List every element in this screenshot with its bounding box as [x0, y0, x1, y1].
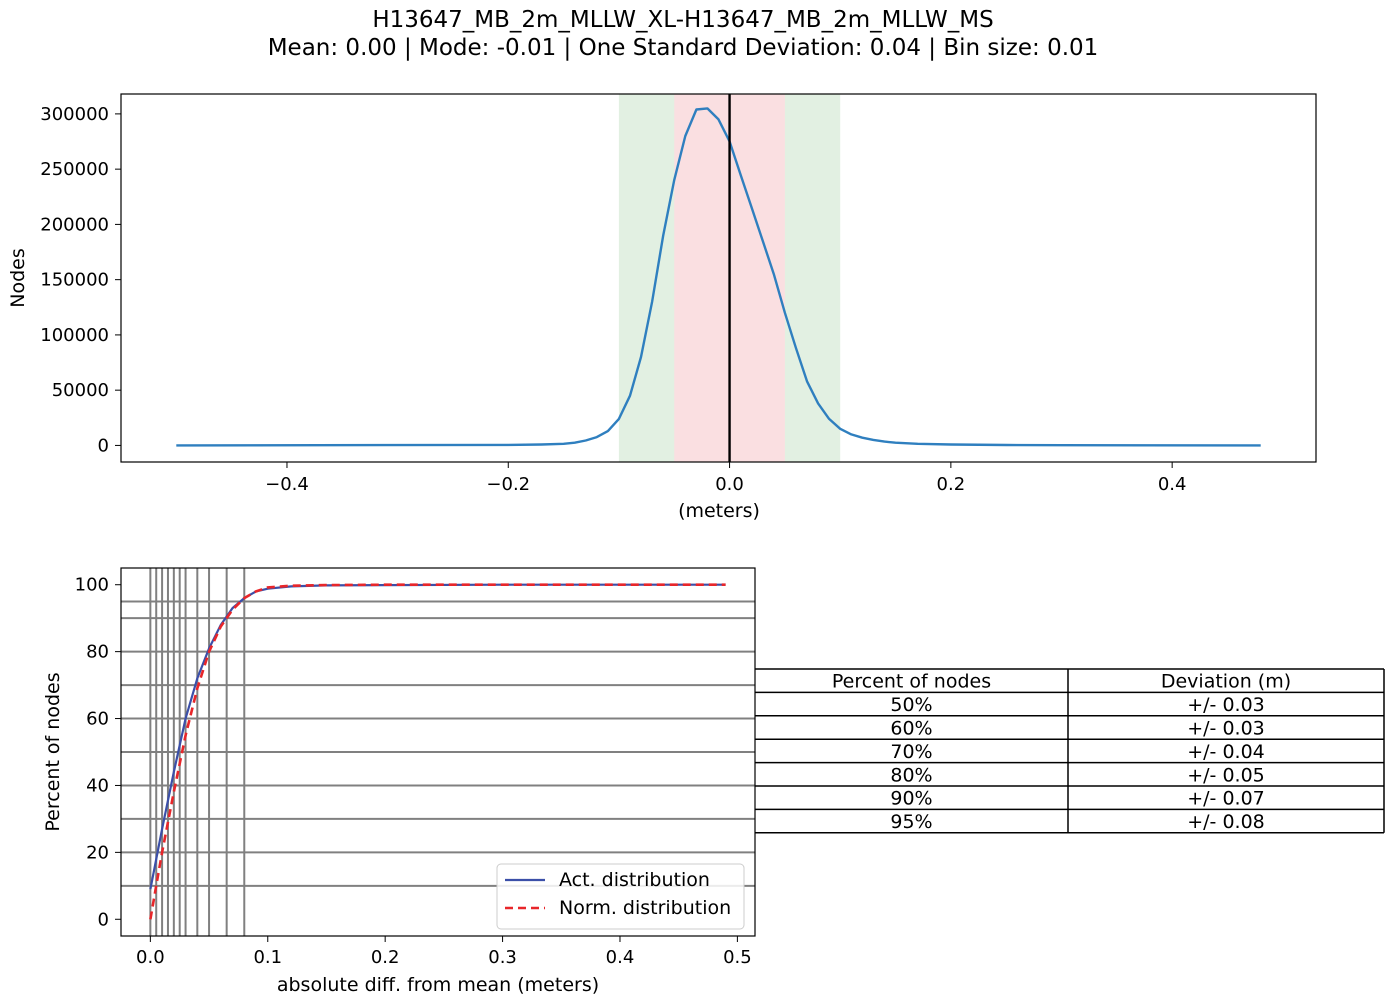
y-tick-label: 50000: [52, 380, 109, 401]
table-cell: 60%: [890, 718, 932, 740]
y-tick-label: 100: [75, 575, 109, 596]
percentile-table: Percent of nodes Deviation (m) 50% +/- 0.03…: [755, 668, 1385, 834]
y-tick-label: 80: [86, 642, 109, 663]
y-tick-label: 20: [86, 842, 109, 863]
cdf-grid: [121, 568, 755, 936]
table-cell: 50%: [890, 694, 932, 716]
table-cell: +/- 0.07: [1187, 788, 1265, 810]
histogram-x-ticks: −0.4 −0.2 0.0 0.2 0.4: [265, 462, 1186, 495]
table-cell: 90%: [890, 788, 932, 810]
y-tick-label: 250000: [40, 159, 109, 180]
table-cell: 95%: [890, 811, 932, 833]
y-tick-label: 150000: [40, 270, 109, 291]
y-tick-label: 100000: [40, 325, 109, 346]
x-tick-label: 0.1: [253, 947, 282, 968]
table-cell: +/- 0.03: [1187, 718, 1265, 740]
x-tick-label: 0.0: [715, 474, 744, 495]
y-tick-label: 300000: [40, 104, 109, 125]
legend-actual-label: Act. distribution: [559, 869, 710, 891]
x-tick-label: 0.4: [606, 947, 635, 968]
table-header-cell: Percent of nodes: [832, 671, 991, 693]
table-cell: +/- 0.03: [1187, 694, 1265, 716]
legend: Act. distribution Norm. distribution: [496, 863, 745, 930]
x-tick-label: 0.2: [371, 947, 400, 968]
x-tick-label: 0.0: [136, 947, 165, 968]
chart-title-line2: Mean: 0.00 | Mode: -0.01 | One Standard …: [268, 35, 1099, 61]
histogram-y-axis-label: Nodes: [7, 248, 29, 308]
histogram-chart: −0.4 −0.2 0.0 0.2 0.4 0 50000 100000 150000 2000…: [7, 93, 1317, 522]
y-tick-label: 200000: [40, 214, 109, 235]
x-tick-label: −0.4: [265, 474, 309, 495]
histogram-frame: [120, 93, 1317, 463]
y-tick-label: 0: [98, 435, 109, 456]
table-cell: +/- 0.04: [1187, 741, 1265, 763]
cdf-chart: 0.0 0.1 0.2 0.3 0.4 0.5 0 20 40 60 80 100 absolute…: [42, 567, 756, 996]
table-header-cell: Deviation (m): [1161, 671, 1291, 693]
cdf-y-ticks: 0 20 40 60 80 100: [75, 575, 121, 930]
chart-title-line1: H13647_MB_2m_MLLW_XL-H13647_MB_2m_MLLW_M…: [372, 7, 993, 33]
table-cell: +/- 0.05: [1187, 764, 1265, 786]
table-cell: 80%: [890, 764, 932, 786]
legend-normal-label: Norm. distribution: [559, 897, 731, 919]
actual-distribution-line: [149, 583, 726, 890]
x-tick-label: 0.5: [723, 947, 752, 968]
cdf-y-axis-label: Percent of nodes: [42, 672, 64, 831]
histogram-y-ticks: 0 50000 100000 150000 200000 250000 300000: [40, 104, 121, 456]
histogram-line: [176, 107, 1261, 447]
y-tick-label: 40: [86, 775, 109, 796]
table-cell: 70%: [890, 741, 932, 763]
cdf-frame: [120, 567, 756, 937]
x-tick-label: 0.4: [1158, 474, 1187, 495]
normal-distribution-line: [149, 583, 726, 920]
histogram-series: [176, 94, 1261, 462]
x-tick-label: −0.2: [486, 474, 530, 495]
y-tick-label: 60: [86, 709, 109, 730]
x-tick-label: 0.3: [488, 947, 517, 968]
legend-box: [496, 863, 745, 930]
table-cell: +/- 0.08: [1187, 811, 1265, 833]
cdf-x-ticks: 0.0 0.1 0.2 0.3 0.4 0.5: [136, 936, 752, 968]
histogram-x-axis-label: (meters): [678, 500, 760, 522]
x-tick-label: 0.2: [937, 474, 966, 495]
cdf-series: [149, 583, 726, 920]
cdf-x-axis-label: absolute diff. from mean (meters): [277, 974, 599, 996]
y-tick-label: 0: [98, 909, 109, 930]
